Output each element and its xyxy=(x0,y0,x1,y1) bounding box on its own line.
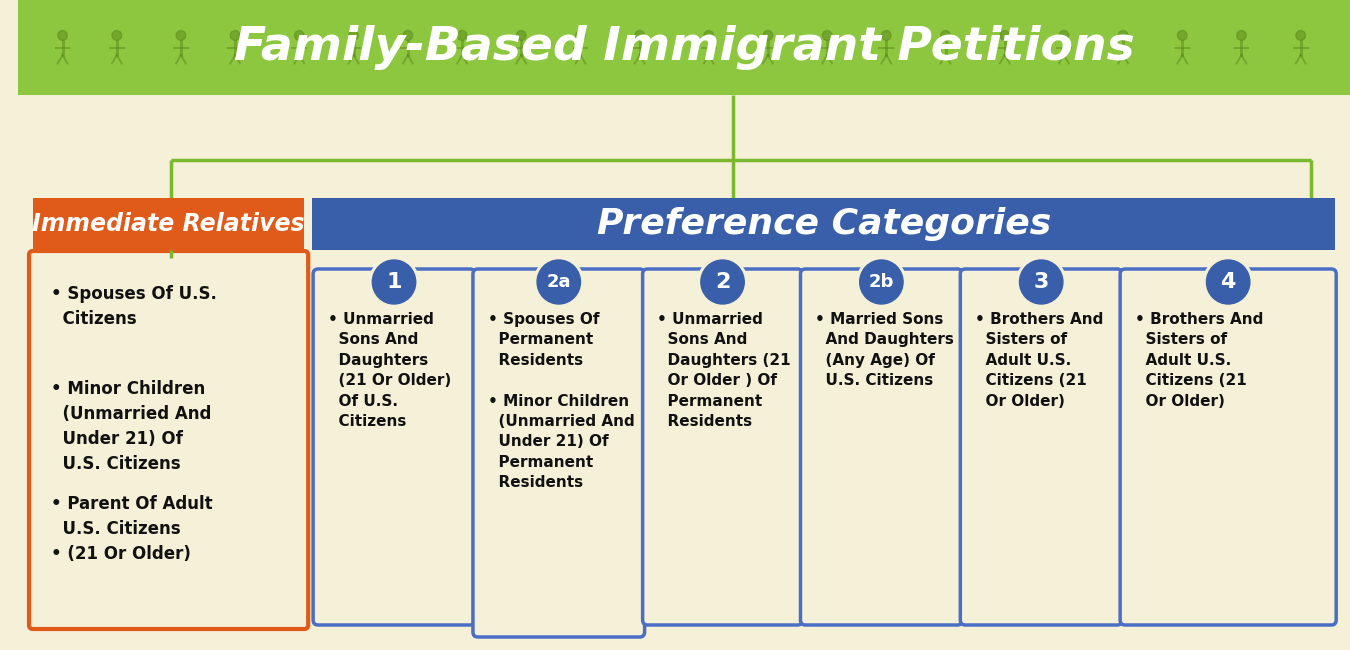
Circle shape xyxy=(517,31,526,40)
Text: Immediate Relatives: Immediate Relatives xyxy=(32,212,305,236)
Circle shape xyxy=(373,260,416,304)
FancyBboxPatch shape xyxy=(18,0,1350,95)
Text: • Parent Of Adult
  U.S. Citizens
• (21 Or Older): • Parent Of Adult U.S. Citizens • (21 Or… xyxy=(51,495,212,563)
FancyBboxPatch shape xyxy=(312,198,1335,250)
Text: • Minor Children
  (Unmarried And
  Under 21) Of
  U.S. Citizens: • Minor Children (Unmarried And Under 21… xyxy=(51,380,211,473)
FancyBboxPatch shape xyxy=(18,95,1350,650)
Text: • Unmarried
  Sons And
  Daughters (21
  Or Older ) Of
  Permanent
  Residents: • Unmarried Sons And Daughters (21 Or Ol… xyxy=(657,312,791,429)
Circle shape xyxy=(575,31,586,40)
Circle shape xyxy=(703,31,714,40)
Circle shape xyxy=(537,260,580,304)
Circle shape xyxy=(1118,31,1127,40)
Circle shape xyxy=(1207,260,1250,304)
Circle shape xyxy=(822,31,832,40)
Circle shape xyxy=(857,257,906,307)
Circle shape xyxy=(634,31,644,40)
Circle shape xyxy=(404,31,413,40)
Circle shape xyxy=(941,31,950,40)
FancyBboxPatch shape xyxy=(1120,269,1336,625)
Circle shape xyxy=(701,260,744,304)
Circle shape xyxy=(458,31,467,40)
FancyBboxPatch shape xyxy=(313,269,475,625)
Circle shape xyxy=(58,31,68,40)
Text: 2b: 2b xyxy=(868,273,894,291)
Text: 3: 3 xyxy=(1034,272,1049,292)
FancyBboxPatch shape xyxy=(472,269,644,637)
Text: 4: 4 xyxy=(1220,272,1235,292)
Text: • Spouses Of U.S.
  Citizens: • Spouses Of U.S. Citizens xyxy=(51,285,216,328)
Text: 2: 2 xyxy=(716,272,730,292)
Circle shape xyxy=(1203,257,1253,307)
Circle shape xyxy=(1237,31,1246,40)
FancyBboxPatch shape xyxy=(28,251,308,629)
FancyBboxPatch shape xyxy=(801,269,963,625)
Circle shape xyxy=(1019,260,1062,304)
Text: 1: 1 xyxy=(386,272,402,292)
Text: Preference Categories: Preference Categories xyxy=(597,207,1050,241)
Circle shape xyxy=(348,31,358,40)
Circle shape xyxy=(1296,31,1305,40)
Circle shape xyxy=(1058,31,1069,40)
FancyBboxPatch shape xyxy=(960,269,1122,625)
Circle shape xyxy=(1177,31,1187,40)
Text: • Brothers And
  Sisters of
  Adult U.S.
  Citizens (21
  Or Older): • Brothers And Sisters of Adult U.S. Cit… xyxy=(1135,312,1264,409)
Circle shape xyxy=(1000,31,1010,40)
Text: • Spouses Of
  Permanent
  Residents

• Minor Children
  (Unmarried And
  Under : • Spouses Of Permanent Residents • Minor… xyxy=(487,312,634,490)
Circle shape xyxy=(294,31,304,40)
Circle shape xyxy=(231,31,240,40)
Circle shape xyxy=(860,260,903,304)
Circle shape xyxy=(698,257,747,307)
Circle shape xyxy=(763,31,772,40)
Circle shape xyxy=(882,31,891,40)
Circle shape xyxy=(535,257,583,307)
Circle shape xyxy=(1017,257,1066,307)
Circle shape xyxy=(370,257,418,307)
Text: • Married Sons
  And Daughters
  (Any Age) Of
  U.S. Citizens: • Married Sons And Daughters (Any Age) O… xyxy=(815,312,954,388)
Text: Family-Based Immigrant Petitions: Family-Based Immigrant Petitions xyxy=(234,25,1134,70)
FancyBboxPatch shape xyxy=(32,198,304,250)
Text: • Unmarried
  Sons And
  Daughters
  (21 Or Older)
  Of U.S.
  Citizens: • Unmarried Sons And Daughters (21 Or Ol… xyxy=(328,312,451,429)
Circle shape xyxy=(112,31,122,40)
Text: • Brothers And
  Sisters of
  Adult U.S.
  Citizens (21
  Or Older): • Brothers And Sisters of Adult U.S. Cit… xyxy=(975,312,1103,409)
Text: 2a: 2a xyxy=(547,273,571,291)
FancyBboxPatch shape xyxy=(643,269,802,625)
Circle shape xyxy=(176,31,186,40)
